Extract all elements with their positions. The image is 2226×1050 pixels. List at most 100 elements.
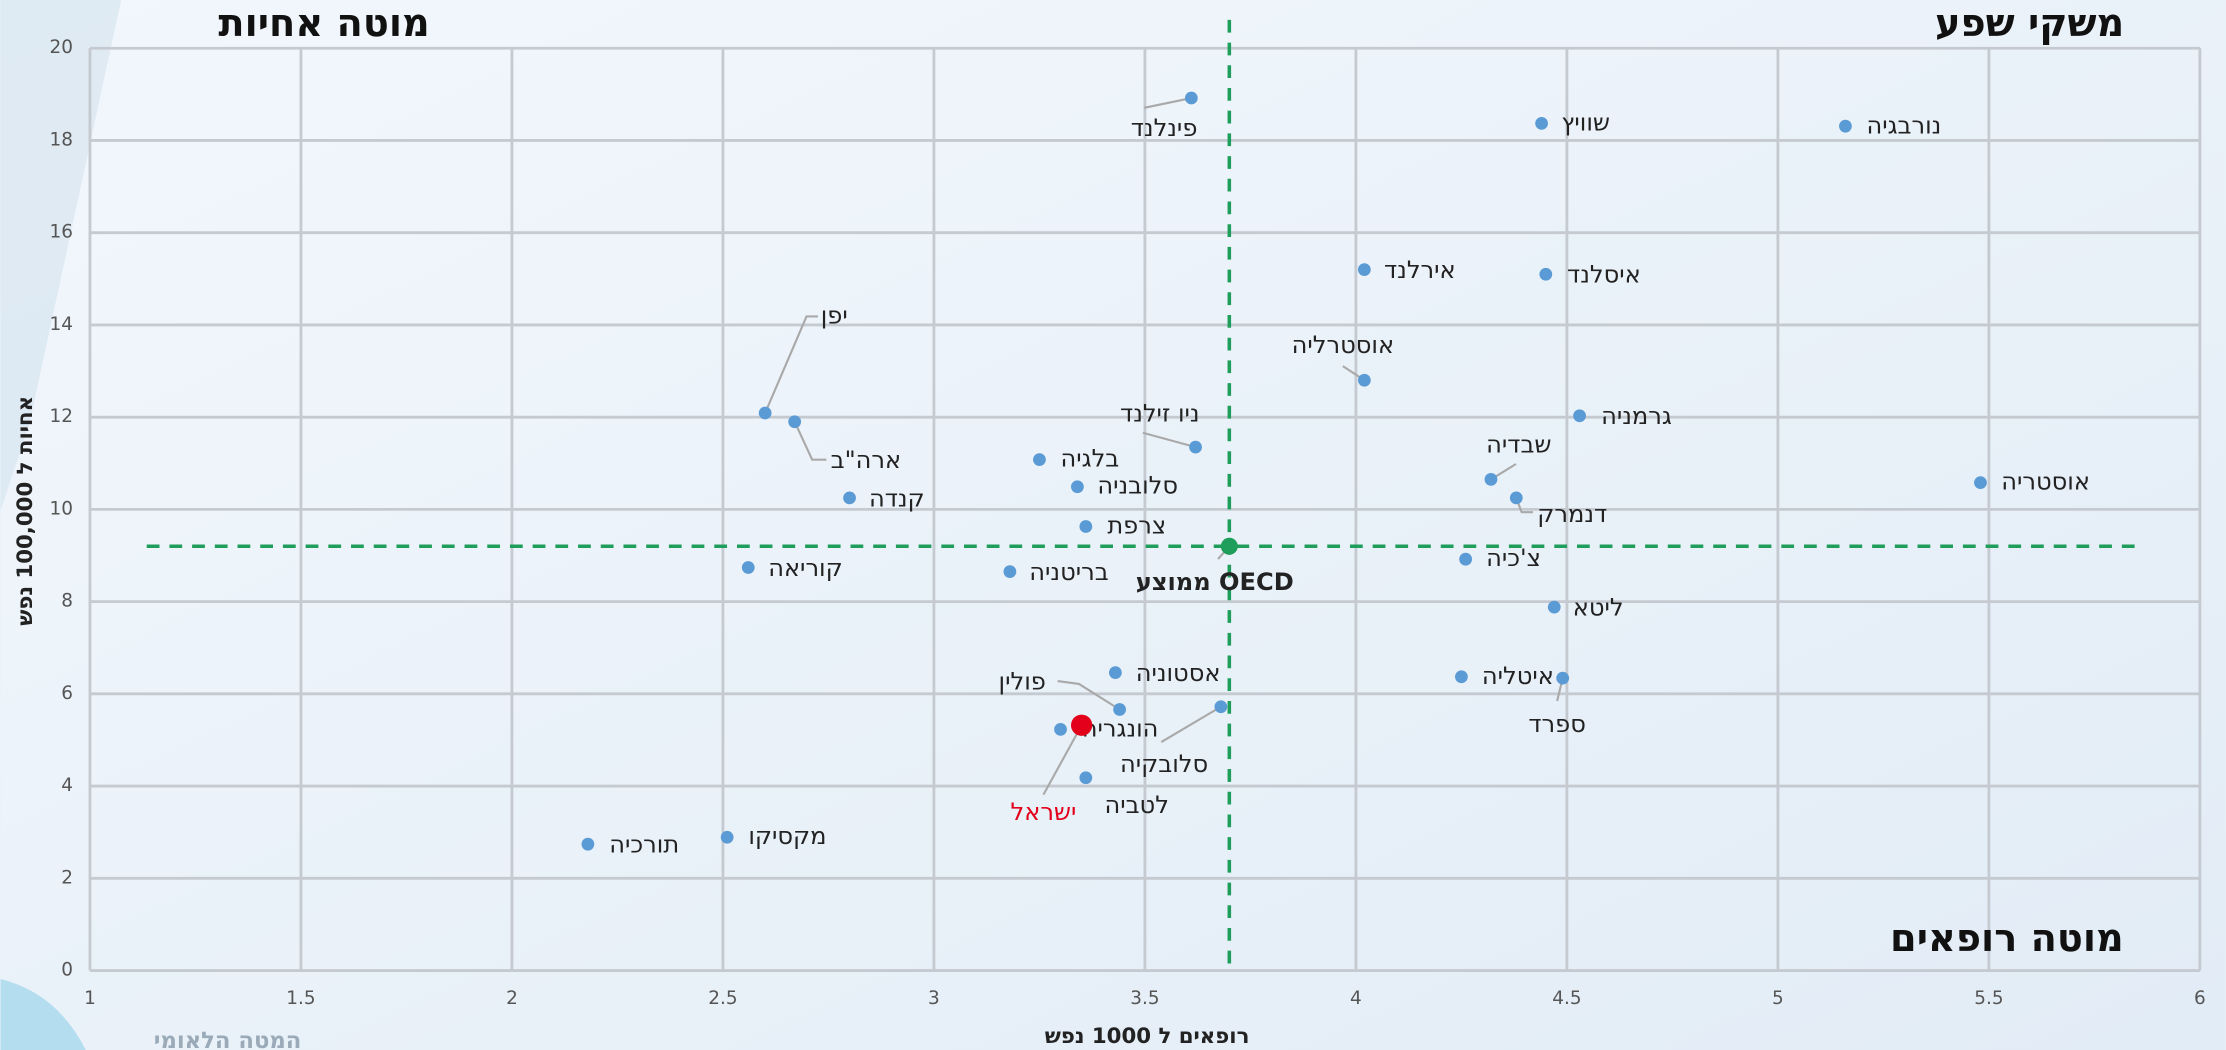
x-tick-label: 1.5: [286, 988, 315, 1009]
y-tick-label: 2: [61, 867, 73, 888]
point-label: תורכיה: [609, 831, 679, 859]
point-label: אסטוניה: [1136, 659, 1221, 687]
point-label: ליטא: [1573, 594, 1624, 622]
point: [1535, 117, 1548, 130]
point-label: אירלנד: [1384, 256, 1456, 284]
point-label: שוויץ: [1561, 108, 1610, 136]
point: [843, 491, 856, 505]
point: [1070, 714, 1093, 736]
point: [1539, 267, 1553, 281]
y-tick-label: 10: [49, 498, 72, 519]
point: [1113, 703, 1126, 716]
quadrant-label: משקי שפע: [1935, 1, 2124, 46]
point: [720, 830, 734, 844]
point: [1071, 480, 1084, 494]
point-label: קנדה: [869, 484, 925, 512]
point: [1214, 700, 1228, 714]
point-label: איטליה: [1482, 662, 1554, 690]
point: [1556, 671, 1570, 685]
point-label: בלגיה: [1061, 445, 1120, 473]
point: [1547, 600, 1561, 614]
leader-line: [793, 421, 827, 461]
point-label: פינלנד: [1131, 114, 1198, 142]
y-tick-label: 4: [61, 775, 73, 796]
point: [1054, 722, 1067, 736]
point: [1573, 409, 1586, 423]
point: [1357, 263, 1371, 276]
point-label: צ'כיה: [1486, 544, 1541, 572]
y-tick-label: 12: [49, 406, 72, 427]
point-label: אוסטרליה: [1292, 331, 1394, 359]
point-label: פולין: [999, 668, 1046, 696]
x-tick-label: 4: [1350, 988, 1362, 1009]
x-tick-label: 4.5: [1552, 988, 1581, 1009]
point-label: ספרד: [1528, 710, 1585, 738]
quadrant-label: מוטה רופאים: [1890, 916, 2124, 961]
leader-line: [1142, 431, 1196, 449]
grid: 1 1.5 2 2.5 3 3.5 4 4.5 5 5.5 6 0 2 4 6 8 10 12 14 16 18 20: [49, 37, 2205, 1009]
point-label: שבדיה: [1486, 431, 1551, 459]
point-label: גרמניה: [1601, 402, 1672, 430]
y-tick-label: 6: [61, 683, 73, 704]
point: [1189, 440, 1202, 454]
y-tick-label: 16: [49, 222, 72, 243]
y-tick-label: 8: [61, 591, 73, 612]
point: [1459, 552, 1473, 566]
point: [1109, 666, 1122, 680]
point: [1509, 491, 1523, 505]
leader-line: [1143, 97, 1192, 109]
point: [1484, 473, 1498, 486]
point-label: בריטניה: [1029, 558, 1108, 586]
point-label: אוסטריה: [2001, 467, 2090, 495]
point: [1455, 670, 1468, 684]
point-label: איסלנד: [1567, 260, 1641, 288]
point-label: ניו זילנד: [1120, 399, 1200, 427]
point: [1839, 119, 1852, 133]
point-label: ממוצע OECD: [1136, 568, 1294, 596]
x-tick-label: 5.5: [1974, 988, 2003, 1009]
y-tick-label: 20: [49, 37, 72, 58]
point-label: צרפת: [1107, 511, 1166, 539]
point: [1079, 771, 1093, 785]
point: [1184, 91, 1198, 105]
point: [758, 406, 772, 420]
point: [788, 415, 802, 429]
y-tick-label: 18: [49, 129, 72, 150]
x-tick-label: 2: [506, 988, 518, 1009]
point: [581, 837, 595, 851]
watermark: המטה הלאומי: [154, 1028, 302, 1050]
point-label: קוריאה: [768, 554, 843, 582]
y-tick-label: 0: [61, 960, 73, 981]
point: [1220, 537, 1238, 555]
point-label: ישראל: [1011, 798, 1077, 826]
y-axis-title: אחיות ל 100,000 נפש: [13, 396, 38, 626]
point: [1974, 476, 1987, 490]
point-label: דנמרק: [1537, 500, 1607, 528]
point-label: סלובקיה: [1120, 750, 1208, 778]
point-label: נורבגיה: [1866, 111, 1941, 139]
point-label: ארה"ב: [831, 446, 902, 474]
point-label: לטביה: [1104, 791, 1168, 819]
point: [1003, 565, 1017, 579]
decoration: [0, 979, 86, 1050]
point: [1357, 373, 1371, 387]
point: [1033, 453, 1046, 466]
x-tick-label: 2.5: [708, 988, 737, 1009]
leader-line: [1042, 724, 1083, 796]
point-label: הונגריה: [1082, 714, 1159, 742]
x-tick-label: 5: [1772, 988, 1784, 1009]
x-tick-label: 3: [928, 988, 940, 1009]
point-label: יפן: [821, 301, 848, 329]
point-label: מקסיקו: [748, 822, 826, 850]
point-label: סלובניה: [1097, 472, 1178, 500]
leader-line: [1160, 705, 1222, 744]
quadrant-label: מוטה אחיות: [218, 1, 429, 46]
y-tick-label: 14: [49, 314, 72, 335]
x-axis-title: רופאים ל 1000 נפש: [1045, 1024, 1250, 1049]
leader-line: [764, 315, 818, 414]
x-tick-label: 6: [2194, 988, 2206, 1009]
reference-lines: [146, 19, 2137, 971]
